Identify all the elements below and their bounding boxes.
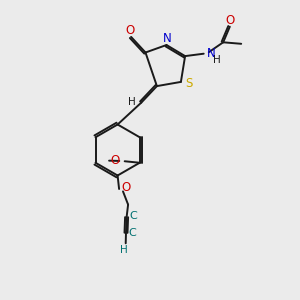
Text: N: N (163, 32, 172, 45)
Text: H: H (120, 245, 128, 255)
Text: O: O (121, 181, 130, 194)
Text: O: O (125, 24, 134, 38)
Text: H: H (213, 55, 221, 65)
Text: C: C (129, 228, 136, 238)
Text: O: O (110, 154, 119, 167)
Text: S: S (186, 77, 193, 90)
Text: C: C (129, 211, 137, 221)
Text: N: N (207, 46, 215, 60)
Text: O: O (226, 14, 235, 27)
Text: H: H (128, 97, 136, 107)
